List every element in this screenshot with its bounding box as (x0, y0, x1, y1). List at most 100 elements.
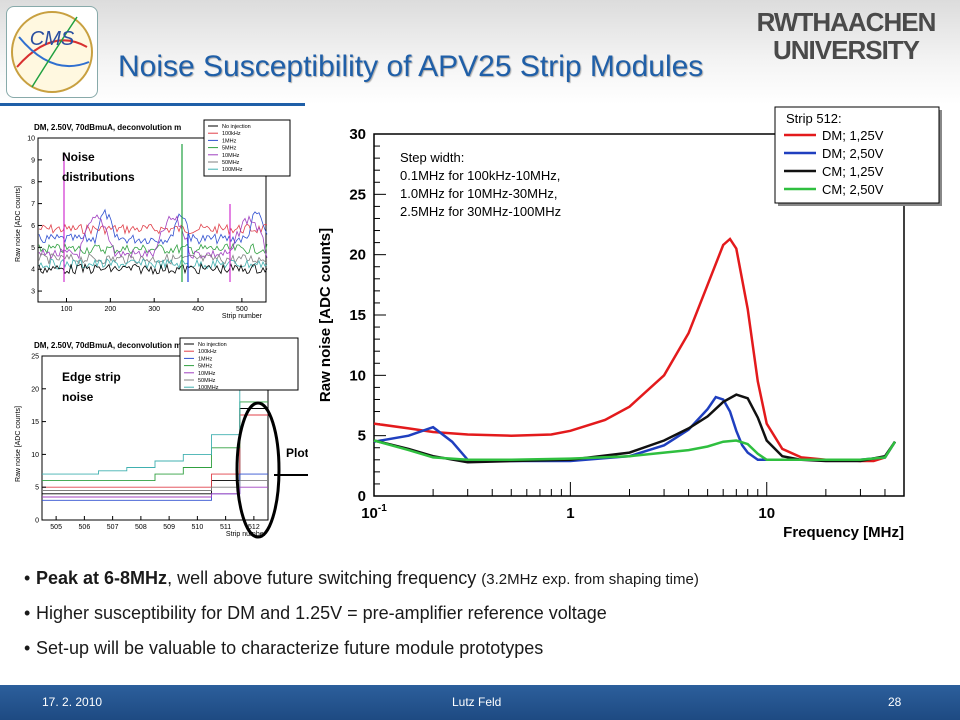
bullet-peak-text: , well above future switching frequency (167, 568, 482, 588)
thumb-y-tick-label: 8 (31, 179, 35, 186)
thumb-trace (38, 252, 268, 265)
thumb-x-tick-label: 511 (220, 524, 231, 531)
thumb-top-xlabel: Strip number (222, 313, 263, 320)
title-rule (0, 103, 305, 106)
thumb-y-tick-label: 9 (31, 157, 35, 164)
slide-footer: 17. 2. 2010 Lutz Feld 28 (0, 685, 960, 720)
thumb-top-header: DM, 2.50V, 70dBmuA, deconvolution m (34, 123, 181, 132)
thumb-legend-entry: 50MHz (222, 160, 240, 166)
thumb-trace (38, 242, 268, 255)
highlight-ellipse (235, 401, 281, 539)
thumb-trace (38, 262, 268, 276)
thumb-legend-entry: No injection (198, 342, 227, 348)
thumb-bottom-header: DM, 2.50V, 70dBmuA, deconvolution m (34, 341, 181, 350)
thumb-legend-entry: 100kHz (222, 131, 241, 137)
thumb-y-tick-label: 15 (31, 419, 39, 426)
thumb-legend-entry: No injection (222, 124, 251, 130)
chart-legend (774, 106, 940, 204)
thumb-x-tick-label: 300 (148, 306, 160, 313)
y-tick-label: 5 (358, 428, 366, 445)
thumb-legend-entry: 10MHz (222, 153, 240, 159)
bullet-list: Peak at 6-8MHz, well above future switch… (24, 566, 954, 671)
thumb-step-trace (42, 401, 268, 482)
footer-page: 28 (888, 695, 902, 709)
y-tick-label: 20 (349, 247, 366, 264)
thumb-legend-entry: 50MHz (198, 378, 216, 384)
legend-entry: DM; 1,25V (822, 128, 884, 143)
thumb-x-tick-label: 508 (135, 524, 147, 531)
legend-entry: CM; 2,50V (822, 182, 884, 197)
thumb-y-tick-label: 7 (31, 201, 35, 208)
y-tick-label: 10 (349, 367, 366, 384)
thumb-legend-entry: 5MHz (198, 364, 213, 370)
thumb-trace (38, 208, 268, 245)
thumb-y-tick-label: 10 (31, 452, 39, 459)
university-logo-line2: UNIVERSITY (772, 35, 920, 65)
thumb-legend-entry: 100kHz (198, 349, 217, 355)
thumb-y-tick-label: 0 (35, 518, 39, 525)
thumb-x-tick-label: 400 (192, 306, 204, 313)
x-tick-label: 1 (566, 505, 574, 522)
bullet-peak-note: (3.2MHz exp. from shaping time) (481, 571, 699, 588)
x-tick-label: 10 (758, 505, 775, 522)
thumb-x-tick-label: 512 (248, 524, 260, 531)
y-tick-label: 0 (358, 488, 366, 505)
thumb-x-tick-label: 100 (61, 306, 73, 313)
y-axis-title: Raw noise [ADC counts] (317, 228, 334, 402)
noise-distributions-label: Noise distributions (62, 150, 135, 184)
thumb-x-tick-label: 200 (105, 306, 117, 313)
legend-title: Strip 512: (786, 111, 842, 126)
thumb-legend-entry: 100MHz (198, 385, 219, 391)
edge-strip-noise-thumbnail: DM, 2.50V, 70dBmuA, deconvolution m Raw … (12, 334, 302, 540)
thumb-y-tick-label: 3 (31, 289, 35, 296)
y-tick-label: 15 (349, 307, 366, 324)
thumb-top-ylabel: Raw noise [ADC counts] (15, 186, 22, 262)
thumb-y-tick-label: 5 (31, 245, 35, 252)
thumb-legend-entry: 5MHz (222, 146, 237, 152)
series-line (373, 439, 897, 462)
bullet-peak: Peak at 6-8MHz, well above future switch… (24, 566, 954, 601)
thumb-x-tick-label: 500 (236, 306, 248, 313)
thumb-step-trace (42, 362, 268, 475)
thumb-x-tick-label: 510 (192, 524, 204, 531)
cms-logo-text: CMS (30, 28, 75, 50)
step-width-annotation: Step width: 0.1MHz for 100kHz-10MHz, 1.0MH… (400, 150, 561, 219)
y-tick-label: 25 (349, 186, 366, 203)
footer-date: 17. 2. 2010 (42, 695, 103, 709)
thumb-x-tick-label: 509 (163, 524, 175, 531)
thumb-y-tick-label: 20 (31, 386, 39, 393)
bullet-susceptibility: Higher susceptibility for DM and 1.25V =… (24, 601, 954, 636)
thumb-y-tick-label: 5 (35, 485, 39, 492)
y-tick-label: 30 (349, 126, 366, 143)
legend-entry: CM; 1,25V (822, 164, 884, 179)
edge-strip-noise-label: Edge strip noise (62, 370, 121, 404)
footer-author: Lutz Feld (452, 695, 502, 709)
thumb-trace (38, 222, 268, 236)
thumb-legend-entry: 1MHz (198, 356, 213, 362)
thumb-x-tick-label: 506 (79, 524, 91, 531)
noise-distributions-thumbnail: DM, 2.50V, 70dBmuA, deconvolution m Raw … (12, 114, 302, 320)
thumb-legend-entry: 1MHz (222, 138, 237, 144)
cms-logo: CMS (6, 6, 98, 98)
x-axis-title: Frequency [MHz] (783, 524, 904, 541)
frequency-chart: 0 5 10 15 20 25 30 10-1 1 10 Raw noise [ADC coun… (308, 104, 948, 554)
thumb-y-tick-label: 4 (31, 267, 35, 274)
thumb-y-tick-label: 10 (27, 136, 35, 143)
thumb-bottom-ylabel: Raw noise [ADC counts] (15, 406, 22, 482)
thumb-legend-entry: 10MHz (198, 371, 216, 377)
thumb-y-tick-label: 6 (31, 223, 35, 230)
bullet-setup: Set-up will be valuable to characterize … (24, 636, 954, 671)
thumb-step-trace (42, 480, 268, 491)
university-logo: RWTHAACHEN UNIVERSITY (740, 8, 952, 64)
thumb-bottom-xlabel: Strip number (226, 531, 267, 538)
thumb-step-trace (42, 486, 268, 498)
university-logo-line1: RWTHAACHEN (756, 7, 937, 37)
thumb-y-tick-label: 25 (31, 354, 39, 361)
legend-entry: DM; 2,50V (822, 146, 884, 161)
thumb-step-trace (42, 414, 268, 488)
thumb-legend-entry: 100MHz (222, 167, 243, 173)
thumb-x-tick-label: 505 (50, 524, 62, 531)
slide-title: Noise Susceptibility of APV25 Strip Modu… (118, 50, 704, 83)
thumb-x-tick-label: 507 (107, 524, 119, 531)
x-tick-label: 10-1 (361, 503, 387, 522)
